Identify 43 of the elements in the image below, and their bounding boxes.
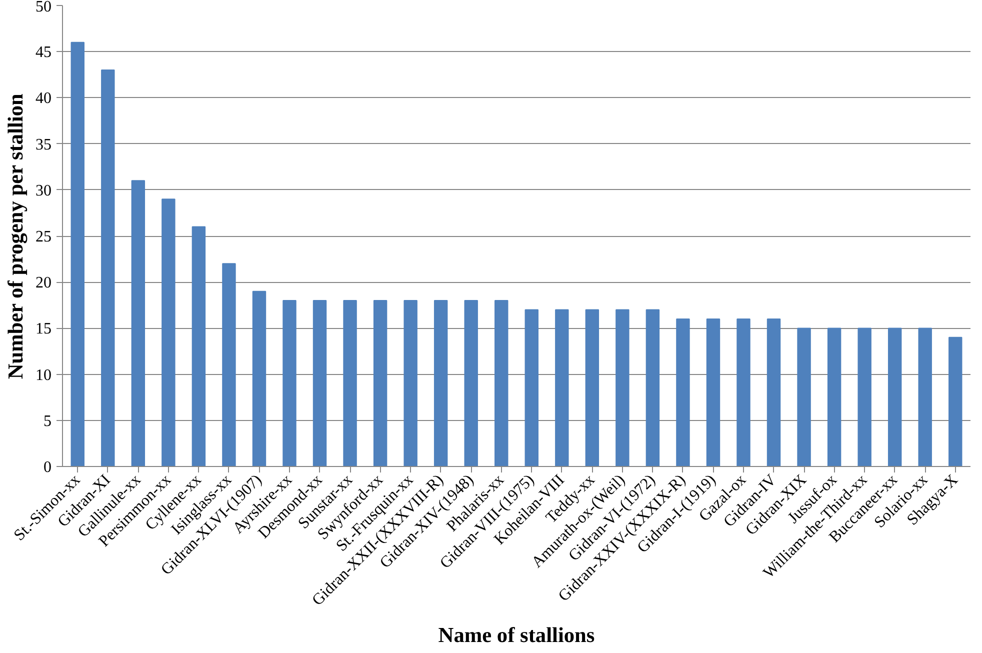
bar <box>827 328 842 466</box>
y-tick-label: 15 <box>36 320 52 338</box>
y-tick-label: 50 <box>36 0 52 16</box>
bar <box>282 300 296 466</box>
bar <box>766 318 781 466</box>
y-tick-label: 30 <box>36 182 52 200</box>
bar <box>676 318 690 466</box>
bar <box>646 309 660 466</box>
bar <box>252 290 266 466</box>
bar <box>585 309 600 466</box>
bar <box>948 336 962 466</box>
bar <box>312 300 327 466</box>
bar <box>736 318 750 466</box>
bar <box>373 300 388 466</box>
y-tick-label: 45 <box>36 44 52 62</box>
bar <box>888 328 902 466</box>
y-tick-label: 10 <box>36 366 52 384</box>
bar <box>524 309 538 466</box>
bar <box>222 263 236 466</box>
bar <box>616 309 630 466</box>
bar <box>918 328 932 466</box>
x-axis-title: Name of stallions <box>438 623 595 648</box>
bar <box>706 318 720 466</box>
y-tick-label: 35 <box>36 136 52 154</box>
bar <box>434 300 448 466</box>
y-tick-label: 5 <box>44 412 52 430</box>
bar <box>858 328 872 466</box>
y-tick-label: 25 <box>36 228 52 246</box>
bar <box>464 300 478 466</box>
y-tick-label: 0 <box>44 459 52 476</box>
y-tick-label: 40 <box>36 90 52 108</box>
bar <box>343 300 357 466</box>
bar <box>494 300 508 466</box>
y-axis-title: Number of progeny per stallion <box>4 93 28 380</box>
bar <box>162 198 176 466</box>
bar <box>404 300 418 466</box>
bar <box>555 309 569 466</box>
bar <box>797 328 811 466</box>
bar <box>192 226 206 466</box>
y-tick-label: 20 <box>36 274 52 292</box>
bar <box>101 70 115 466</box>
bar <box>70 42 84 466</box>
bar <box>131 180 146 466</box>
